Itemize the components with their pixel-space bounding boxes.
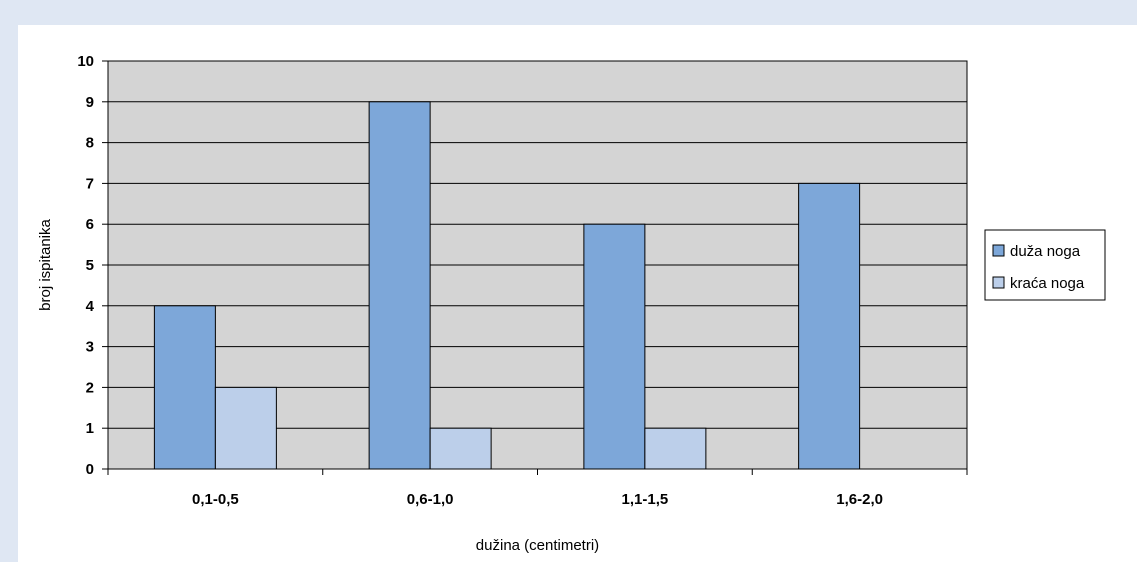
y-tick-label: 5 xyxy=(86,257,94,274)
bar-series-1 xyxy=(798,182,861,470)
legend-label: duža noga xyxy=(1010,243,1081,260)
bar-series-1 xyxy=(368,101,431,470)
x-tick-label: 0,6-1,0 xyxy=(407,491,454,508)
y-tick-label: 1 xyxy=(86,420,94,437)
legend-box xyxy=(984,229,1106,301)
y-axis-title: broj ispitanika xyxy=(37,218,54,310)
y-tick-label: 9 xyxy=(86,94,94,111)
y-tick-label: 4 xyxy=(86,298,95,315)
legend-label: kraća noga xyxy=(1010,275,1085,292)
bar-series-2 xyxy=(429,427,492,470)
legend: duža noga kraća noga xyxy=(984,229,1106,301)
legend-swatch xyxy=(992,276,1005,289)
bar-series-2 xyxy=(644,427,707,470)
bar-series-1 xyxy=(583,223,646,470)
x-axis-title: dužina (centimetri) xyxy=(476,537,599,554)
y-tick-label: 3 xyxy=(86,339,94,356)
axes: 0 1 2 3 4 5 6 7 8 9 10 0,1-0,5 0,6-1,0 1,1-1,5 1,6-2,0 xyxy=(77,53,968,508)
y-tick-label: 6 xyxy=(86,216,94,233)
y-tick-label: 2 xyxy=(86,379,94,396)
bars xyxy=(153,101,861,470)
y-tick-label: 7 xyxy=(86,175,94,192)
bar-series-2 xyxy=(214,386,277,470)
bar-series-1 xyxy=(153,305,216,470)
x-tick-label: 1,6-2,0 xyxy=(836,491,883,508)
x-tick-label: 0,1-0,5 xyxy=(192,491,239,508)
y-tick-label: 0 xyxy=(86,461,94,478)
y-tick-label: 10 xyxy=(77,53,94,70)
legend-swatch xyxy=(992,244,1005,257)
x-tick-label: 1,1-1,5 xyxy=(622,491,669,508)
y-tick-label: 8 xyxy=(86,135,94,152)
